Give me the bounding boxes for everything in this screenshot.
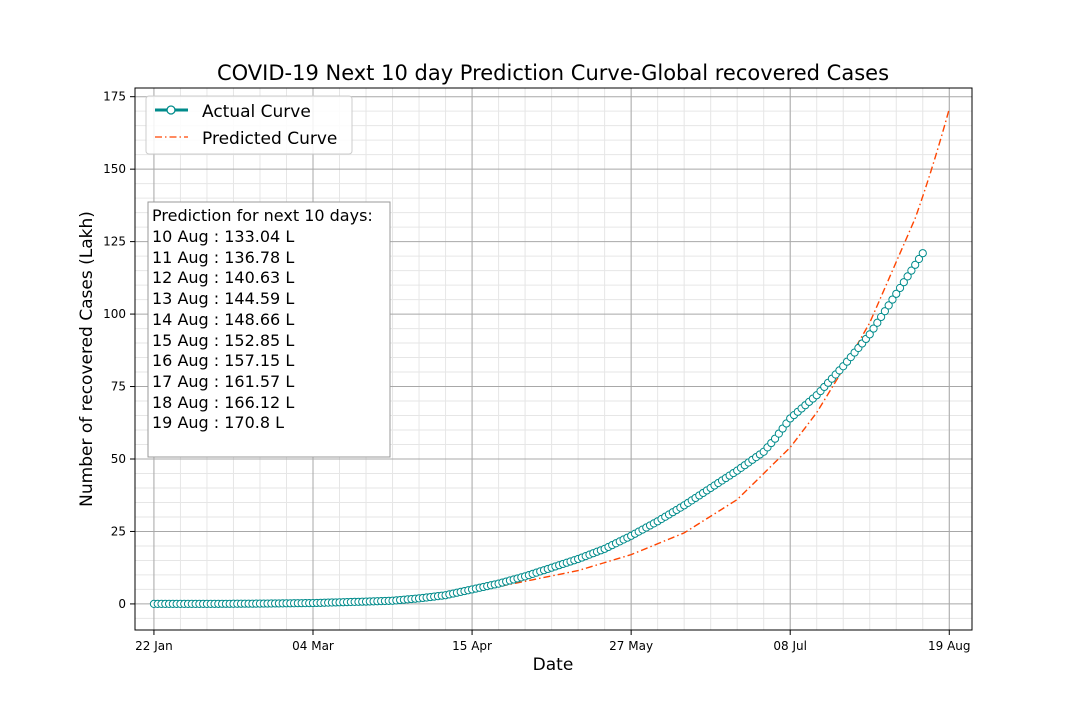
prediction-line: 16 Aug : 157.15 L	[152, 351, 294, 370]
actual-point	[903, 272, 912, 281]
y-axis: 0 25 50 75 100 125 150 175	[103, 90, 135, 611]
x-tick-label: 19 Aug	[928, 639, 971, 653]
prediction-line: 18 Aug : 166.12 L	[152, 393, 294, 412]
prediction-line: 13 Aug : 144.59 L	[152, 289, 294, 308]
legend-actual-label: Actual Curve	[202, 102, 311, 122]
y-tick-label: 25	[111, 524, 126, 538]
prediction-line: 12 Aug : 140.63 L	[152, 268, 294, 287]
y-tick-label: 150	[103, 162, 126, 176]
x-axis: 22 Jan 04 Mar 15 Apr 27 May 08 Jul 19 Aug	[135, 630, 971, 653]
actual-point	[880, 307, 889, 316]
actual-point	[892, 289, 901, 298]
y-tick-label: 50	[111, 452, 126, 466]
prediction-line: 14 Aug : 148.66 L	[152, 310, 294, 329]
y-tick-label: 175	[103, 90, 126, 104]
actual-point	[918, 249, 927, 258]
chart-title: COVID-19 Next 10 day Prediction Curve-Gl…	[217, 61, 889, 85]
actual-point	[899, 278, 908, 287]
plot-frame	[134, 87, 973, 631]
y-axis-title: Number of recovered Cases (Lakh)	[77, 211, 97, 507]
x-tick-label: 08 Jul	[773, 639, 807, 653]
y-tick-label: 75	[111, 380, 126, 394]
y-tick-label: 125	[103, 235, 126, 249]
x-tick-label: 04 Mar	[292, 639, 334, 653]
actual-point	[895, 283, 905, 293]
actual-point	[888, 295, 897, 304]
actual-point	[869, 324, 878, 333]
legend-predicted-label: Predicted Curve	[202, 129, 337, 149]
x-axis-title: Date	[533, 655, 574, 675]
prediction-box	[147, 201, 391, 458]
x-tick-label: 27 May	[609, 639, 653, 653]
legend: Actual Curve Predicted Curve	[145, 95, 353, 155]
x-tick-label: 15 Apr	[452, 639, 492, 653]
series-layer	[149, 108, 950, 609]
prediction-line: 17 Aug : 161.57 L	[152, 372, 294, 391]
prediction-heading: Prediction for next 10 days:	[152, 206, 373, 225]
legend-box	[145, 95, 353, 155]
prediction-line: 10 Aug : 133.04 L	[152, 227, 294, 246]
actual-point	[911, 260, 920, 269]
prediction-line: 15 Aug : 152.85 L	[152, 331, 294, 350]
prediction-annotation: Prediction for next 10 days: 10 Aug : 13…	[147, 201, 391, 458]
actual-point	[877, 312, 886, 322]
actual-point	[914, 254, 924, 264]
y-tick-label: 0	[118, 597, 126, 611]
prediction-line: 19 Aug : 170.8 L	[152, 413, 284, 432]
actual-point	[873, 318, 882, 327]
actual-curve-markers	[149, 249, 927, 609]
x-tick-label: 22 Jan	[135, 639, 173, 653]
actual-point	[865, 330, 874, 339]
legend-actual-marker	[166, 105, 176, 115]
actual-point	[907, 266, 916, 275]
y-tick-label: 100	[103, 307, 126, 321]
prediction-line: 11 Aug : 136.78 L	[152, 248, 294, 267]
actual-point	[884, 301, 893, 310]
